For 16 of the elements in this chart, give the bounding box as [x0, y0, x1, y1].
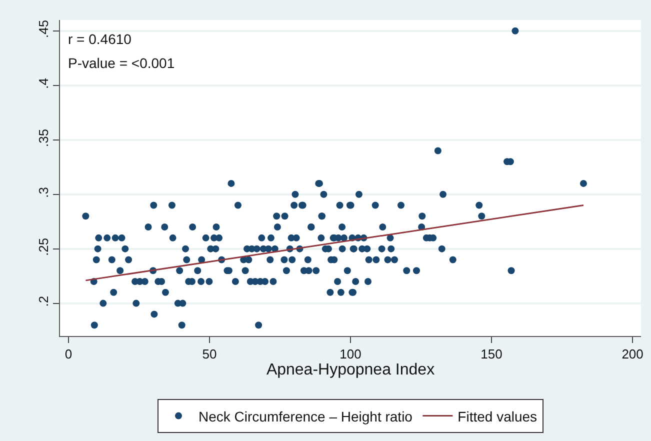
annotation: P-value = <0.001 [68, 55, 175, 71]
annotation: r = 0.4610 [68, 31, 132, 47]
x-tick-label: 50 [202, 346, 217, 362]
y-tick-label: .2 [36, 296, 51, 307]
x-tick-label: 100 [340, 346, 362, 362]
legend-label: Neck Circumference – Height ratio [198, 408, 413, 424]
y-tick-label: .3 [36, 186, 51, 198]
y-tick-label: .45 [36, 20, 51, 38]
x-axis-title: Apnea-Hypopnea Index [266, 362, 435, 379]
y-tick-label: .35 [36, 128, 51, 147]
legend-label: Fitted values [458, 408, 538, 424]
x-tick-label: 200 [622, 346, 644, 362]
y-tick-label: .25 [36, 238, 51, 256]
x-tick-label: 150 [480, 346, 502, 362]
x-tick-label: 0 [64, 346, 72, 362]
y-tick-label: .4 [36, 78, 51, 89]
